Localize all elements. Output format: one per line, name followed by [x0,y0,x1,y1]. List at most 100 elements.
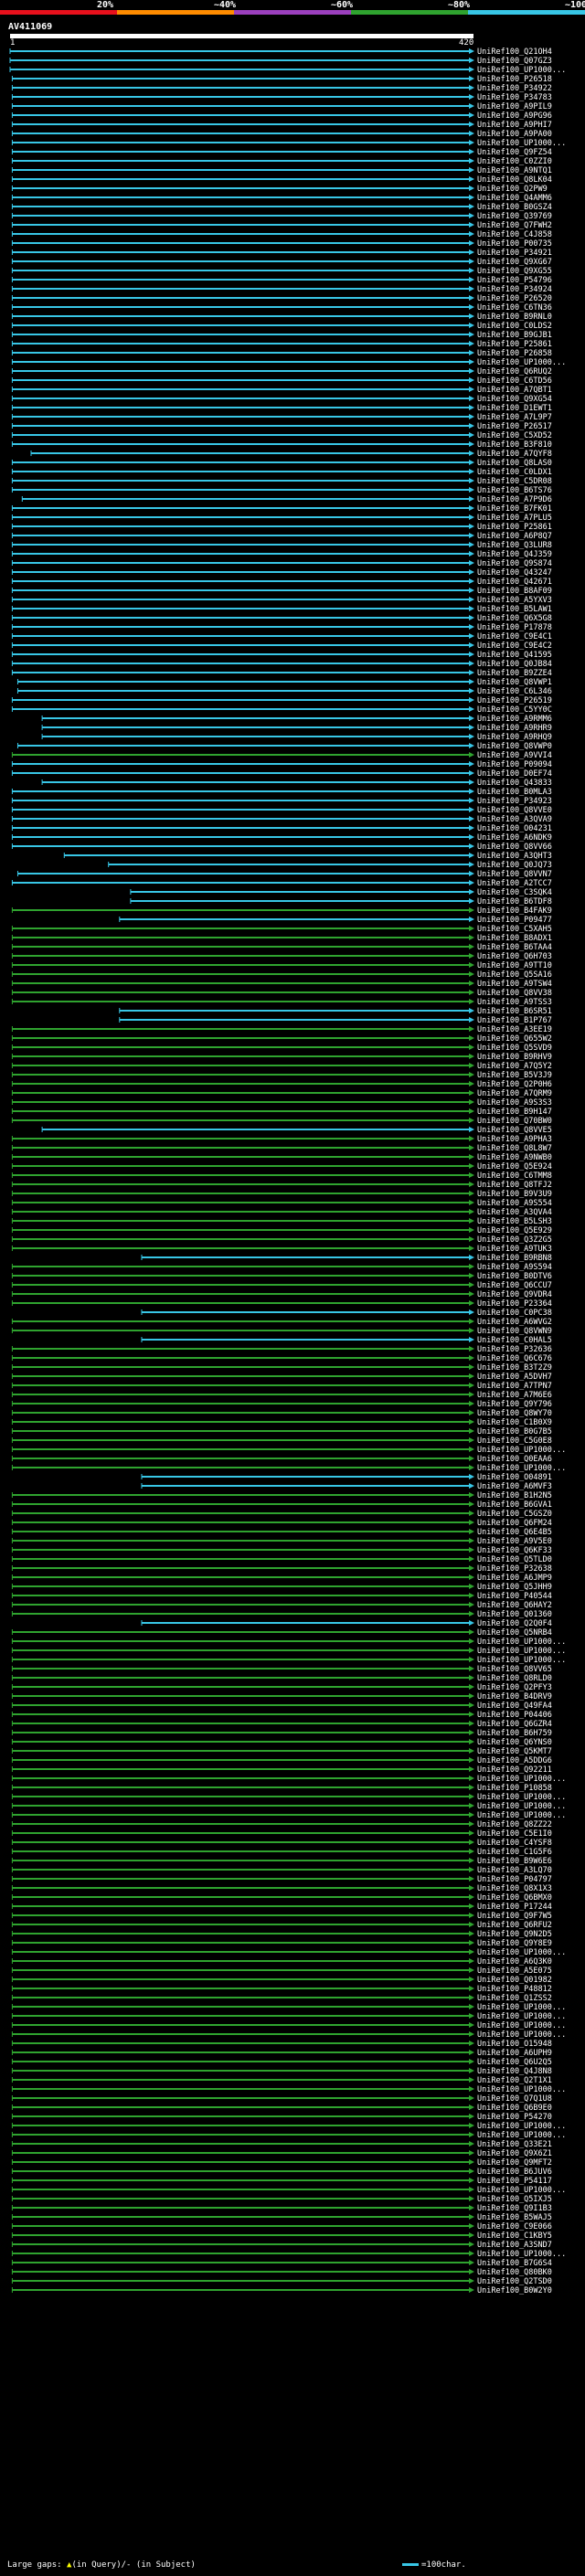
hit-subject-label[interactable]: UniRef100_UP1000... [477,1948,566,1957]
hit-subject-label[interactable]: UniRef100_Q21OH4 [477,48,552,57]
hit-subject-label[interactable]: UniRef100_Q7FWH2 [477,221,552,230]
hit-subject-label[interactable]: UniRef100_A9S3S3 [477,1098,552,1108]
hit-subject-label[interactable]: UniRef100_B3F810 [477,440,552,450]
hit-subject-label[interactable]: UniRef100_B9RHV9 [477,1053,552,1062]
hit-subject-label[interactable]: UniRef100_C9E066 [477,2222,552,2231]
hit-subject-label[interactable]: UniRef100_A2TCC7 [477,879,552,888]
hit-subject-label[interactable]: UniRef100_C4J858 [477,230,552,239]
hit-subject-label[interactable]: UniRef100_Q6CCU7 [477,1281,552,1290]
hit-subject-label[interactable]: UniRef100_UP1000... [477,1811,566,1820]
hit-subject-label[interactable]: UniRef100_B9W6E6 [477,1857,552,1866]
hit-subject-label[interactable]: UniRef100_UP1000... [477,2012,566,2021]
hit-subject-label[interactable]: UniRef100_A7QYF8 [477,450,552,459]
hit-subject-label[interactable]: UniRef100_Q6RUQ2 [477,367,552,376]
hit-subject-label[interactable]: UniRef100_C5DR08 [477,477,552,486]
hit-subject-label[interactable]: UniRef100_Q655W2 [477,1034,552,1044]
hit-subject-label[interactable]: UniRef100_Q43833 [477,779,552,788]
hit-subject-label[interactable]: UniRef100_A9TSS3 [477,998,552,1007]
hit-subject-label[interactable]: UniRef100_Q49FA4 [477,1701,552,1711]
hit-subject-label[interactable]: UniRef100_A7M6E6 [477,1391,552,1400]
hit-subject-label[interactable]: UniRef100_Q5E924 [477,1162,552,1171]
hit-subject-label[interactable]: UniRef100_A9NTQ1 [477,166,552,175]
hit-subject-label[interactable]: UniRef100_P23364 [477,1299,552,1309]
hit-subject-label[interactable]: UniRef100_C0HAL5 [477,1336,552,1345]
hit-subject-label[interactable]: UniRef100_C4YSF8 [477,1839,552,1848]
hit-subject-label[interactable]: UniRef100_A9PHI7 [477,121,552,130]
hit-subject-label[interactable]: UniRef100_A7QRM9 [477,1089,552,1098]
hit-subject-label[interactable]: UniRef100_B6GVA1 [477,1500,552,1510]
hit-subject-label[interactable]: UniRef100_Q01360 [477,1610,552,1619]
hit-subject-label[interactable]: UniRef100_Q5KMT7 [477,1747,552,1756]
hit-subject-label[interactable]: UniRef100_Q8WY70 [477,1409,552,1418]
hit-subject-label[interactable]: UniRef100_Q5E929 [477,1226,552,1235]
hit-subject-label[interactable]: UniRef100_A7P9D6 [477,495,552,504]
hit-subject-label[interactable]: UniRef100_A3SND7 [477,2241,552,2250]
hit-subject-label[interactable]: UniRef100_P54796 [477,276,552,285]
hit-subject-label[interactable]: UniRef100_Q9XG54 [477,395,552,404]
hit-subject-label[interactable]: UniRef100_UP1000... [477,2131,566,2140]
hit-subject-label[interactable]: UniRef100_C5G0E8 [477,1436,552,1446]
hit-subject-label[interactable]: UniRef100_O15948 [477,2040,552,2049]
hit-subject-label[interactable]: UniRef100_A6JMP9 [477,1574,552,1583]
hit-subject-label[interactable]: UniRef100_B0W2Y0 [477,2286,552,2295]
hit-subject-label[interactable]: UniRef100_Q8VV65 [477,1665,552,1674]
hit-subject-label[interactable]: UniRef100_A5E075 [477,1966,552,1976]
hit-subject-label[interactable]: UniRef100_UP1000... [477,1647,566,1656]
hit-subject-label[interactable]: UniRef100_Q9Y8E9 [477,1939,552,1948]
hit-subject-label[interactable]: UniRef100_A6WVG2 [477,1318,552,1327]
hit-subject-label[interactable]: UniRef100_Q3Z2G5 [477,1235,552,1245]
hit-subject-label[interactable]: UniRef100_Q5TLD0 [477,1555,552,1564]
hit-subject-label[interactable]: UniRef100_C5GSZ0 [477,1510,552,1519]
hit-subject-label[interactable]: UniRef100_A9TUK3 [477,1245,552,1254]
hit-subject-label[interactable]: UniRef100_P34922 [477,84,552,93]
hit-subject-label[interactable]: UniRef100_A3EE19 [477,1025,552,1034]
hit-subject-label[interactable]: UniRef100_B5WAJ5 [477,2213,552,2222]
hit-subject-label[interactable]: UniRef100_Q43247 [477,568,552,578]
hit-subject-label[interactable]: UniRef100_P48812 [477,1985,552,1994]
hit-subject-label[interactable]: UniRef100_B6TS76 [477,486,552,495]
hit-subject-label[interactable]: UniRef100_A3QVA4 [477,1208,552,1217]
hit-subject-label[interactable]: UniRef100_UP1000... [477,358,566,367]
hit-subject-label[interactable]: UniRef100_Q4AMM6 [477,194,552,203]
hit-subject-label[interactable]: UniRef100_B4FAK9 [477,906,552,916]
hit-subject-label[interactable]: UniRef100_C6L346 [477,687,552,696]
hit-subject-label[interactable]: UniRef100_Q6E4B5 [477,1528,552,1537]
hit-subject-label[interactable]: UniRef100_Q6RFU2 [477,1921,552,1930]
hit-subject-label[interactable]: UniRef100_P40544 [477,1592,552,1601]
hit-subject-label[interactable]: UniRef100_A9PG96 [477,111,552,121]
hit-subject-label[interactable]: UniRef100_B6TAA4 [477,943,552,952]
hit-subject-label[interactable]: UniRef100_Q3LUR8 [477,541,552,550]
hit-subject-label[interactable]: UniRef100_B8ADX1 [477,934,552,943]
hit-subject-label[interactable]: UniRef100_Q2T1X1 [477,2076,552,2085]
hit-subject-label[interactable]: UniRef100_Q6H703 [477,952,552,961]
hit-subject-label[interactable]: UniRef100_A9S594 [477,1263,552,1272]
hit-subject-label[interactable]: UniRef100_Q0JQ73 [477,861,552,870]
hit-subject-label[interactable]: UniRef100_Q92211 [477,1765,552,1775]
hit-subject-label[interactable]: UniRef100_Q4J359 [477,550,552,559]
hit-subject-label[interactable]: UniRef100_Q2P0H6 [477,1080,552,1089]
hit-subject-label[interactable]: UniRef100_P09094 [477,760,552,769]
hit-subject-label[interactable]: UniRef100_A6P8Q7 [477,532,552,541]
hit-subject-label[interactable]: UniRef100_Q2PFY3 [477,1683,552,1692]
hit-subject-label[interactable]: UniRef100_P25861 [477,523,552,532]
hit-subject-label[interactable]: UniRef100_B0G7B5 [477,1427,552,1436]
hit-subject-label[interactable]: UniRef100_A9RMM6 [477,715,552,724]
hit-subject-label[interactable]: UniRef100_UP1000... [477,2186,566,2195]
hit-subject-label[interactable]: UniRef100_Q0EAA6 [477,1455,552,1464]
hit-subject-label[interactable]: UniRef100_B6SR51 [477,1007,552,1016]
hit-subject-label[interactable]: UniRef100_A5DVH7 [477,1373,552,1382]
hit-subject-label[interactable]: UniRef100_Q8ZZ22 [477,1820,552,1829]
hit-subject-label[interactable]: UniRef100_UP1000... [477,1793,566,1802]
hit-subject-label[interactable]: UniRef100_UP1000... [477,2250,566,2259]
hit-subject-label[interactable]: UniRef100_C1B0X9 [477,1418,552,1427]
hit-subject-label[interactable]: UniRef100_A5DDG6 [477,1756,552,1765]
hit-subject-label[interactable]: UniRef100_Q8LAS0 [477,459,552,468]
hit-subject-label[interactable]: UniRef100_D0EF74 [477,769,552,779]
hit-subject-label[interactable]: UniRef100_A9V5E0 [477,1537,552,1546]
hit-subject-label[interactable]: UniRef100_UP1000... [477,2021,566,2030]
hit-subject-label[interactable]: UniRef100_Q5NRB4 [477,1628,552,1638]
hit-subject-label[interactable]: UniRef100_B0DTV6 [477,1272,552,1281]
hit-subject-label[interactable]: UniRef100_C6TMM8 [477,1171,552,1181]
hit-subject-label[interactable]: UniRef100_B1P767 [477,1016,552,1025]
hit-subject-label[interactable]: UniRef100_A9PHA3 [477,1135,552,1144]
